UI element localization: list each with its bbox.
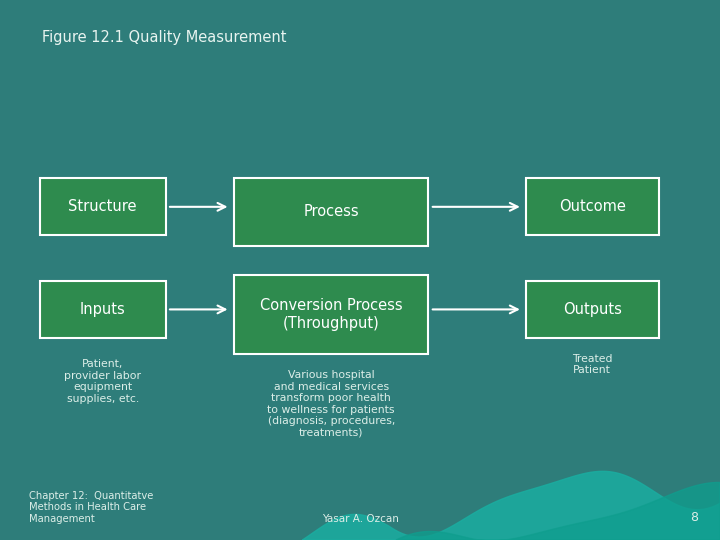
FancyBboxPatch shape — [40, 281, 166, 338]
Polygon shape — [396, 482, 720, 540]
Text: 8: 8 — [690, 511, 698, 524]
FancyBboxPatch shape — [526, 281, 659, 338]
Text: Patient,
provider labor
equipment
supplies, etc.: Patient, provider labor equipment suppli… — [65, 359, 141, 404]
Text: Chapter 12:  Quantitatve
Methods in Health Care
Management: Chapter 12: Quantitatve Methods in Healt… — [29, 491, 153, 524]
FancyBboxPatch shape — [40, 178, 166, 235]
Text: Process: Process — [303, 205, 359, 219]
FancyBboxPatch shape — [234, 178, 428, 246]
Text: Inputs: Inputs — [80, 302, 125, 316]
Polygon shape — [302, 471, 720, 540]
FancyBboxPatch shape — [234, 275, 428, 354]
Text: Outcome: Outcome — [559, 199, 626, 214]
Text: Figure 12.1 Quality Measurement: Figure 12.1 Quality Measurement — [42, 30, 287, 45]
Text: Yasar A. Ozcan: Yasar A. Ozcan — [322, 514, 398, 524]
Text: Structure: Structure — [68, 199, 137, 214]
Text: Various hospital
and medical services
transform poor health
to wellness for pati: Various hospital and medical services tr… — [267, 370, 395, 438]
Text: Conversion Process
(Throughput): Conversion Process (Throughput) — [260, 298, 402, 332]
Text: Outputs: Outputs — [563, 302, 621, 316]
FancyBboxPatch shape — [526, 178, 659, 235]
Text: Treated
Patient: Treated Patient — [572, 354, 612, 375]
